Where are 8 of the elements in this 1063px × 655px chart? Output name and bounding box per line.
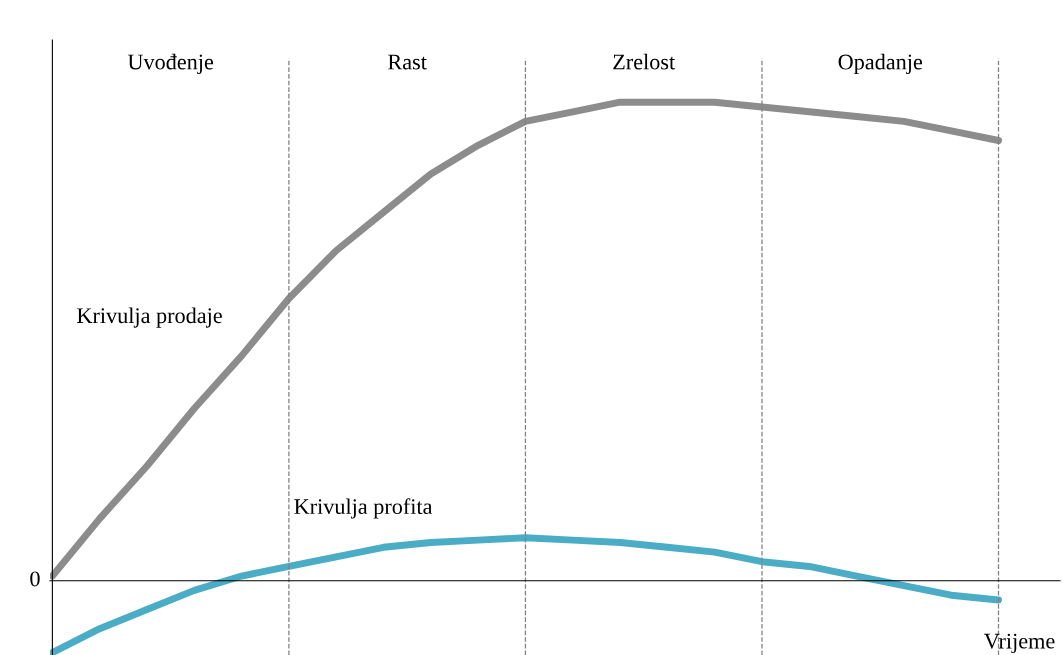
text: 0 — [30, 571, 40, 587]
text: Zrelost — [613, 53, 676, 70]
text: Uvođenje — [127, 53, 214, 75]
text: Opadanje — [838, 53, 923, 75]
series-label: Krivulja prodaje — [77, 307, 222, 328]
series-label: Krivulja profita — [294, 498, 433, 519]
text: Rast — [388, 54, 427, 70]
x-axis-title: Vrijeme — [984, 633, 1055, 654]
